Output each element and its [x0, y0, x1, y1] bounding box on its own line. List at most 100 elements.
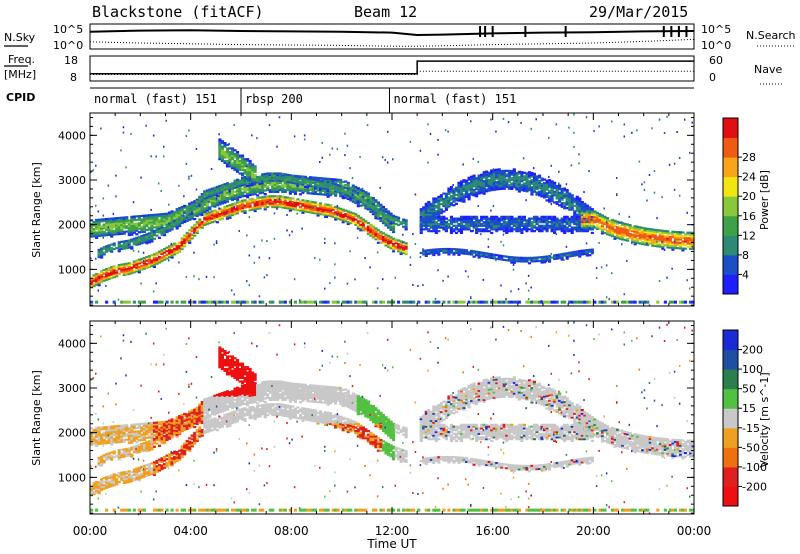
power-cell: [434, 201, 438, 204]
power-cell: [633, 230, 637, 233]
power-cell: [631, 238, 635, 242]
power-noise: [394, 276, 397, 279]
power-cell: [583, 204, 587, 207]
power-ground: [218, 300, 222, 304]
power-cell: [537, 217, 542, 220]
power-cell: [585, 210, 589, 213]
power-cell: [543, 255, 547, 258]
power-cell: [306, 188, 310, 191]
power-cell: [439, 195, 443, 199]
power-cell: [203, 218, 207, 221]
power-cell: [293, 178, 297, 181]
power-cell: [155, 218, 159, 222]
power-cell: [631, 240, 635, 243]
power-cell: [374, 230, 378, 234]
power-cell: [399, 252, 403, 256]
power-cell: [605, 224, 610, 227]
power-cell: [512, 173, 516, 176]
power-cell: [369, 202, 373, 205]
power-cell: [319, 189, 323, 192]
power-cell: [500, 224, 504, 227]
power-cell: [548, 186, 552, 189]
power-cell: [132, 228, 136, 231]
power-cell: [658, 238, 662, 241]
power-cell: [97, 255, 101, 259]
power-cell: [351, 196, 355, 199]
power-cell: [575, 224, 579, 227]
power-cell: [125, 225, 129, 228]
power-cell: [291, 181, 295, 184]
power-cell: [313, 203, 318, 206]
power-cell: [442, 224, 446, 227]
power-cell: [454, 221, 459, 224]
power-cell: [364, 222, 368, 225]
power-noise: [386, 161, 389, 164]
power-cell: [548, 191, 552, 194]
power-cell: [560, 191, 564, 194]
power-cell: [198, 222, 202, 225]
power-cell: [537, 194, 542, 197]
power-noise: [467, 275, 469, 278]
power-cell: [384, 238, 388, 242]
power-cell: [281, 172, 285, 176]
power-cell: [228, 188, 232, 191]
power-cell: [220, 202, 224, 205]
power-cell: [100, 218, 104, 221]
power-cell: [429, 213, 433, 216]
power-ground: [583, 300, 587, 304]
power-cell: [205, 213, 209, 217]
power-cell: [459, 196, 464, 199]
power-cell: [452, 197, 456, 200]
power-ground: [311, 300, 315, 304]
power-cell: [188, 202, 192, 205]
power-cell: [482, 183, 486, 186]
power-cell: [298, 181, 302, 184]
power-cell: [235, 150, 240, 154]
power-cell: [464, 249, 469, 252]
power-cell: [356, 227, 360, 230]
power-cell: [102, 277, 106, 281]
power-cell: [190, 205, 194, 208]
power-cell: [429, 252, 433, 255]
power-noise: [608, 298, 610, 301]
power-cell: [434, 228, 438, 231]
power-cell: [276, 181, 280, 184]
power-cell: [351, 221, 355, 224]
power-cell: [578, 251, 582, 255]
power-cell: [386, 215, 391, 218]
power-noise: [661, 240, 663, 243]
power-noise: [183, 195, 185, 198]
power-cell: [178, 218, 182, 222]
power-cell: [301, 199, 305, 202]
power-cell: [193, 217, 197, 221]
power-cell: [165, 221, 169, 224]
power-cell: [515, 222, 519, 226]
power-cell: [243, 170, 247, 173]
power-cell: [235, 189, 240, 193]
power-cell: [263, 172, 267, 176]
power-cell: [500, 256, 504, 259]
power-cell: [356, 205, 360, 208]
power-cell: [522, 226, 526, 229]
power-cell: [160, 226, 164, 229]
power-cell: [220, 150, 224, 154]
power-cell: [223, 214, 227, 218]
power-cell: [482, 171, 486, 174]
power-cell: [459, 222, 464, 226]
power-cell: [522, 219, 526, 222]
power-cell: [618, 234, 622, 237]
power-cell: [623, 226, 627, 229]
power-cell: [492, 221, 496, 224]
power-cell: [142, 218, 146, 221]
power-cell: [608, 223, 612, 226]
power-ground: [424, 300, 428, 304]
power-cell: [666, 232, 670, 235]
power-cell: [676, 238, 680, 241]
power-cell: [429, 208, 433, 211]
power-cell: [666, 246, 670, 249]
power-cell: [105, 221, 109, 224]
power-ground: [140, 300, 144, 304]
power-cell: [560, 205, 564, 208]
power-cell: [303, 190, 308, 193]
power-cell: [608, 226, 612, 230]
